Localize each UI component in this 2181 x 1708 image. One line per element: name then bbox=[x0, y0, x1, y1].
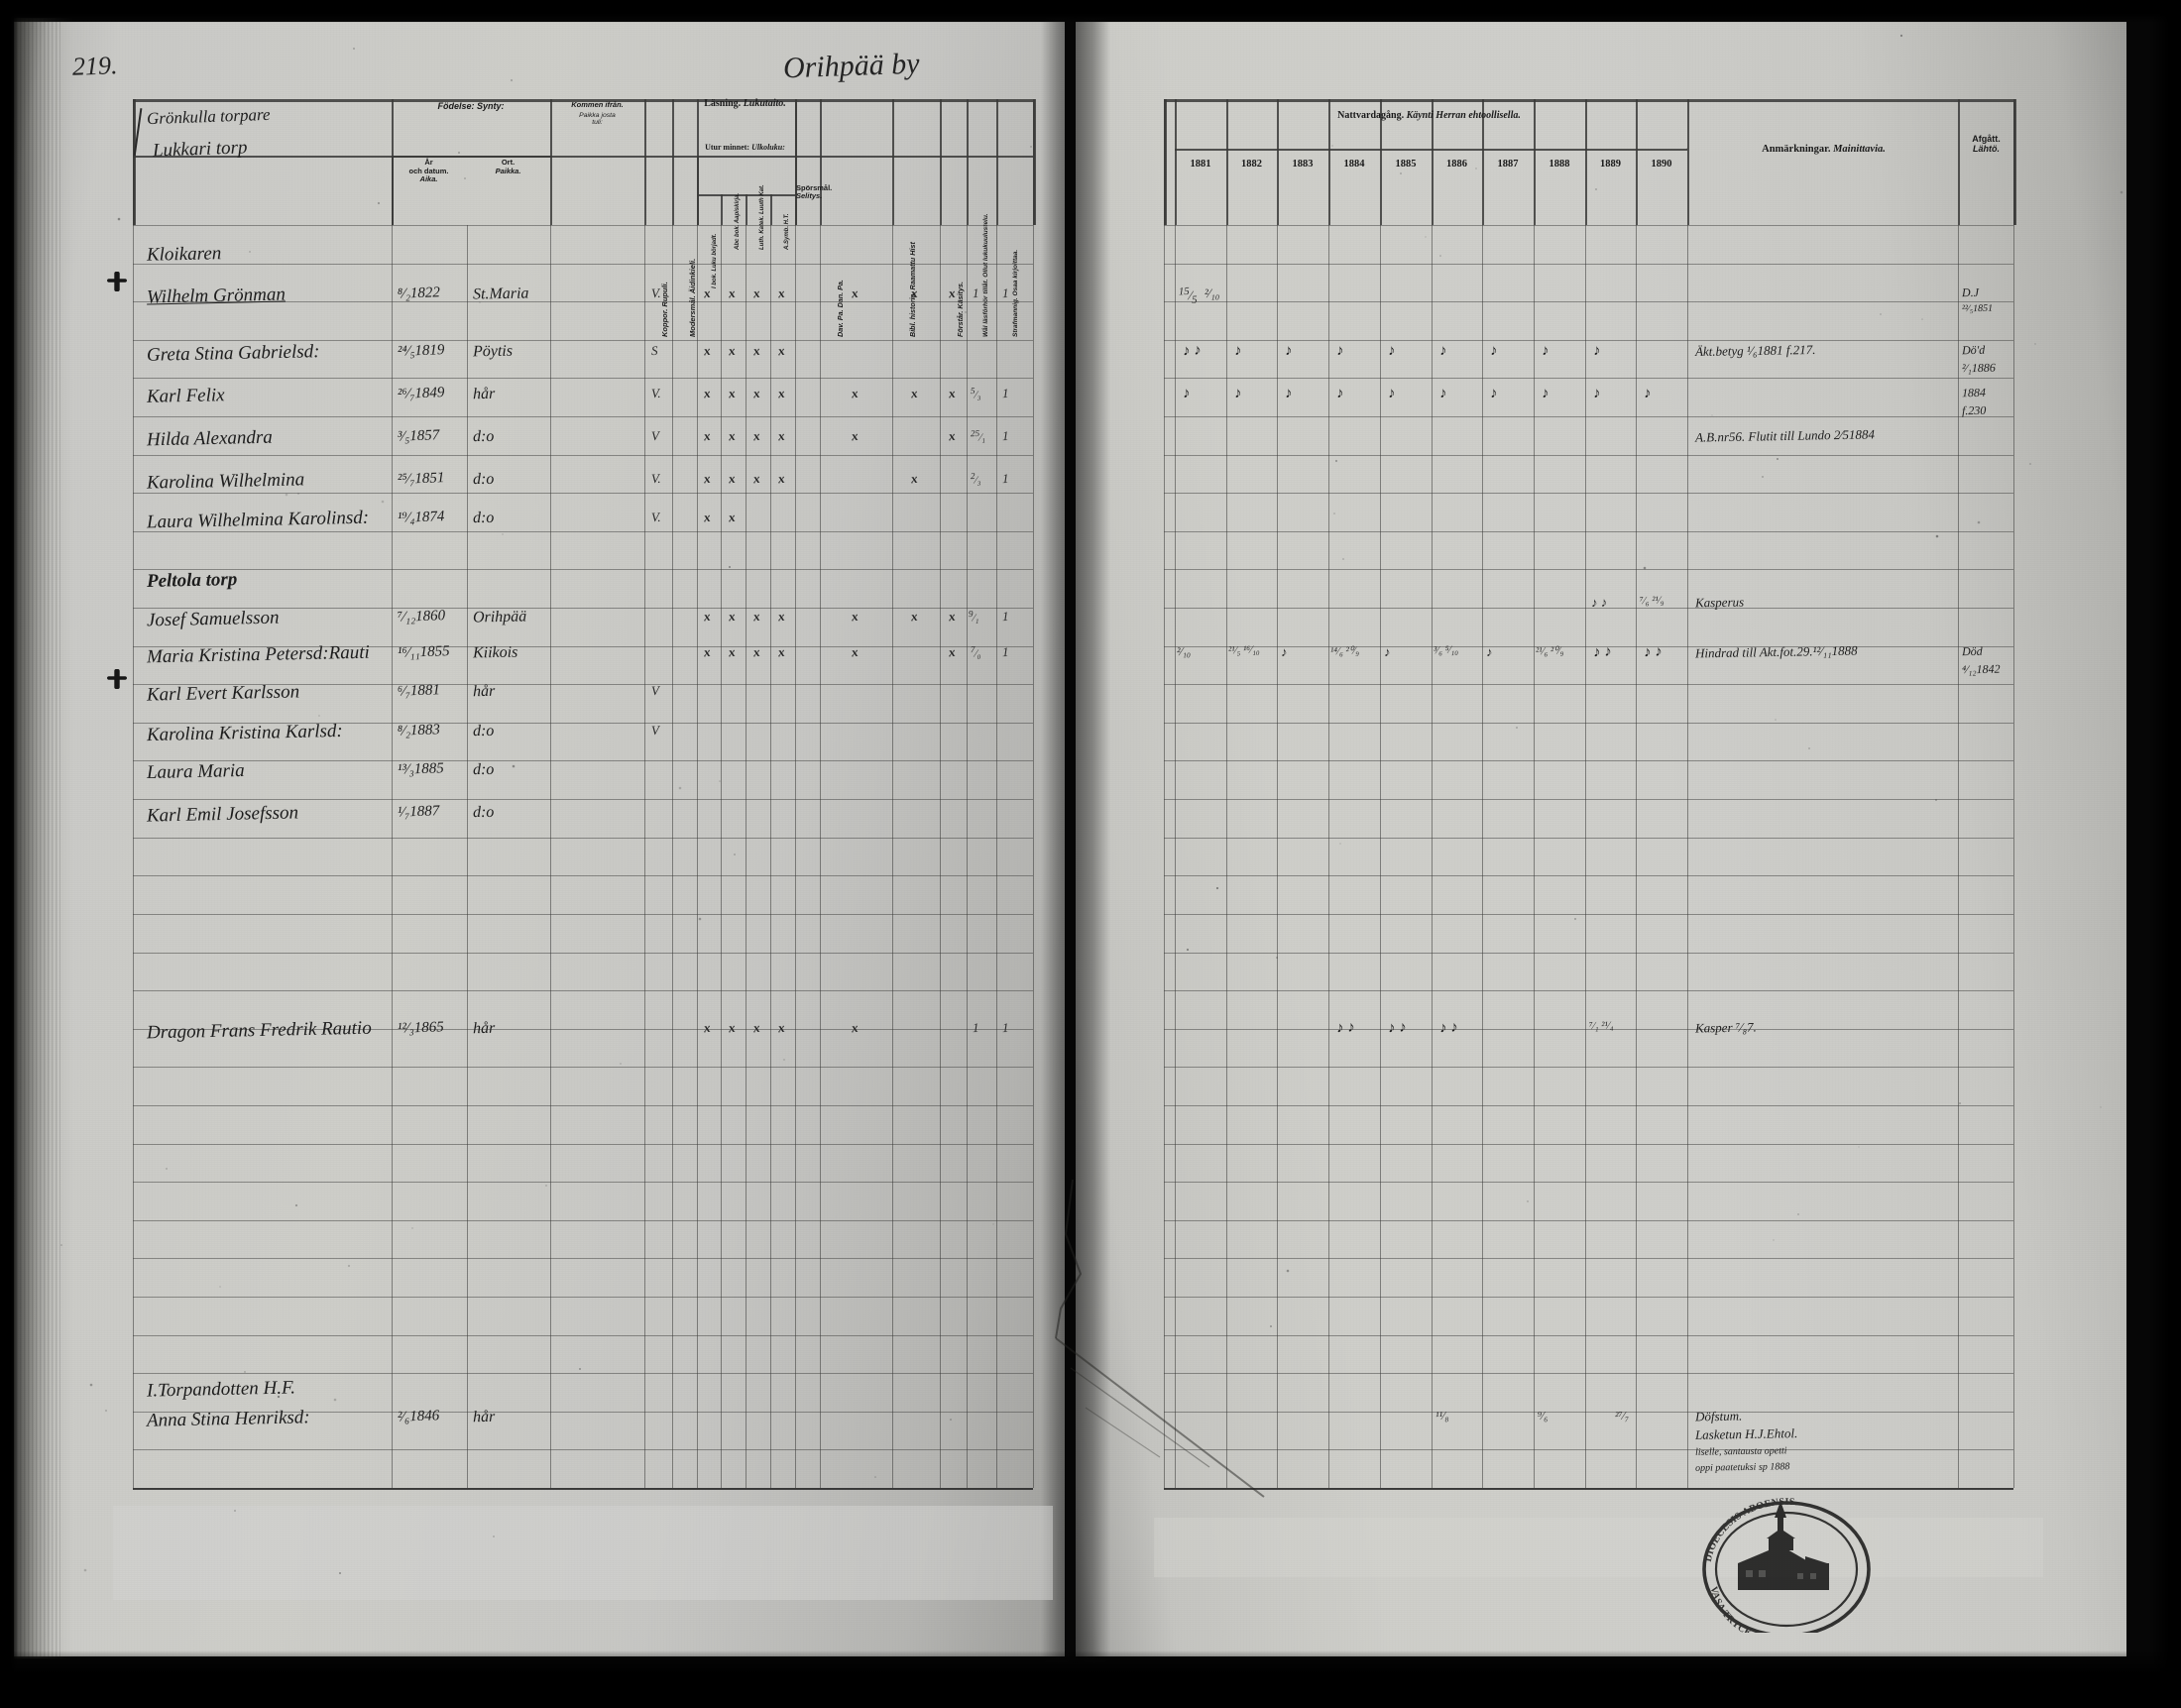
svg-text:VASA TRYCK FINL.: VASA TRYCK FINL. bbox=[1708, 1585, 1781, 1633]
